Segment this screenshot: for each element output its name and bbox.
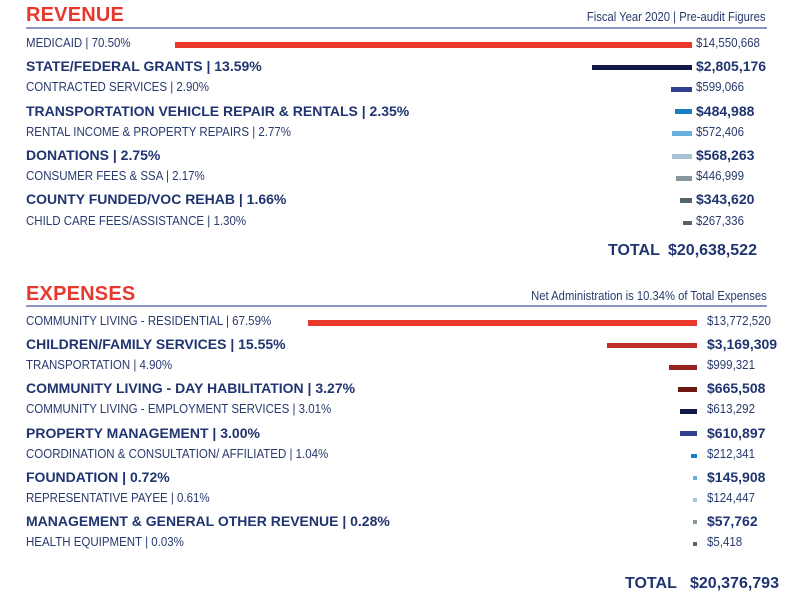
revenue-bar <box>175 42 692 48</box>
revenue-row-label: CHILD CARE FEES/ASSISTANCE | 1.30% <box>26 213 247 228</box>
revenue-note: Fiscal Year 2020 | Pre-audit Figures <box>586 10 765 24</box>
expenses-value-label: $3,169,309 <box>707 336 778 353</box>
expenses-bar <box>607 342 697 348</box>
expenses-value-label: $57,762 <box>707 512 758 529</box>
revenue-bar <box>676 175 692 181</box>
expenses-row-label: COORDINATION & CONSULTATION/ AFFILIATED … <box>26 446 329 461</box>
expenses-row-label: COMMUNITY LIVING - EMPLOYMENT SERVICES |… <box>26 402 332 417</box>
revenue-value-label: $599,066 <box>696 80 744 95</box>
revenue-heading: REVENUE <box>26 4 125 26</box>
expenses-heading: EXPENSES <box>26 283 136 305</box>
revenue-value-label: $572,406 <box>696 124 744 139</box>
expenses-row-label: COMMUNITY LIVING - RESIDENTIAL | 67.59% <box>26 314 272 328</box>
revenue-value-label: $484,988 <box>696 102 755 119</box>
expenses-row-label: REPRESENTATIVE PAYEE | 0.61% <box>26 490 210 505</box>
expenses-bar <box>679 408 697 414</box>
revenue-divider <box>26 27 767 29</box>
revenue-row-label: COUNTY FUNDED/VOC REHAB | 1.66% <box>26 191 287 208</box>
expenses-bar <box>668 364 697 370</box>
expenses-bar <box>678 386 697 392</box>
expenses-row-label: COMMUNITY LIVING - DAY HABILITATION | 3.… <box>26 380 356 397</box>
revenue-value-label: $446,999 <box>696 169 744 184</box>
revenue-row-label: TRANSPORTATION VEHICLE REPAIR & RENTALS … <box>26 102 410 119</box>
expenses-bar <box>692 475 697 480</box>
expenses-row-label: HEALTH EQUIPMENT | 0.03% <box>26 535 184 549</box>
expenses-value-label: $999,321 <box>707 358 755 373</box>
expenses-total-label: TOTAL <box>625 575 677 592</box>
revenue-row-label: CONTRACTED SERVICES | 2.90% <box>26 80 209 95</box>
revenue-value-label: $343,620 <box>696 191 755 208</box>
expenses-bar <box>308 320 697 326</box>
revenue-row-label: CONSUMER FEES & SSA | 2.17% <box>26 169 205 184</box>
revenue-bar <box>671 131 692 137</box>
revenue-total-label: TOTAL <box>608 242 660 259</box>
revenue-row-label: MEDICAID | 70.50% <box>26 36 131 50</box>
revenue-value-label: $267,336 <box>696 213 744 228</box>
revenue-value-label: $568,263 <box>696 147 755 163</box>
expenses-row-label: TRANSPORTATION | 4.90% <box>26 358 173 373</box>
expenses-row-label: PROPERTY MANAGEMENT | 3.00% <box>26 424 260 441</box>
expenses-bar <box>679 431 697 436</box>
revenue-bar <box>674 109 692 115</box>
expenses-value-label: $13,772,520 <box>707 314 771 328</box>
expenses-value-label: $613,292 <box>707 402 755 417</box>
revenue-bar <box>592 64 692 70</box>
expenses-value-label: $5,418 <box>707 535 743 549</box>
revenue-bar <box>682 220 692 225</box>
expenses-bar <box>691 453 697 458</box>
expenses-value-label: $212,341 <box>707 446 755 461</box>
revenue-value-label: $2,805,176 <box>696 58 767 75</box>
revenue-value-label: $14,550,668 <box>696 36 760 50</box>
expenses-row-label: CHILDREN/FAMILY SERVICES | 15.55% <box>26 336 286 353</box>
revenue-row-label: STATE/FEDERAL GRANTS | 13.59% <box>26 58 262 75</box>
revenue-bar <box>670 86 692 92</box>
expenses-value-label: $124,447 <box>707 490 755 505</box>
expenses-value-label: $610,897 <box>707 424 766 441</box>
revenue-row-label: RENTAL INCOME & PROPERTY REPAIRS | 2.77% <box>26 124 292 139</box>
expenses-value-label: $665,508 <box>707 380 766 397</box>
expenses-bar <box>693 542 697 546</box>
revenue-total-value: $20,638,522 <box>668 242 757 259</box>
expenses-row-label: FOUNDATION | 0.72% <box>26 468 170 485</box>
expenses-note: Net Administration is 10.34% of Total Ex… <box>531 289 767 303</box>
revenue-row-label: DONATIONS | 2.75% <box>26 147 161 163</box>
expenses-value-label: $145,908 <box>707 468 766 485</box>
expenses-divider <box>26 305 767 307</box>
expenses-bar <box>693 497 697 502</box>
expenses-total-value: $20,376,793 <box>690 575 779 592</box>
expenses-bar <box>693 519 697 524</box>
revenue-bar <box>679 197 692 203</box>
revenue-bar <box>671 153 692 159</box>
expenses-row-label: MANAGEMENT & GENERAL OTHER REVENUE | 0.2… <box>26 512 390 529</box>
